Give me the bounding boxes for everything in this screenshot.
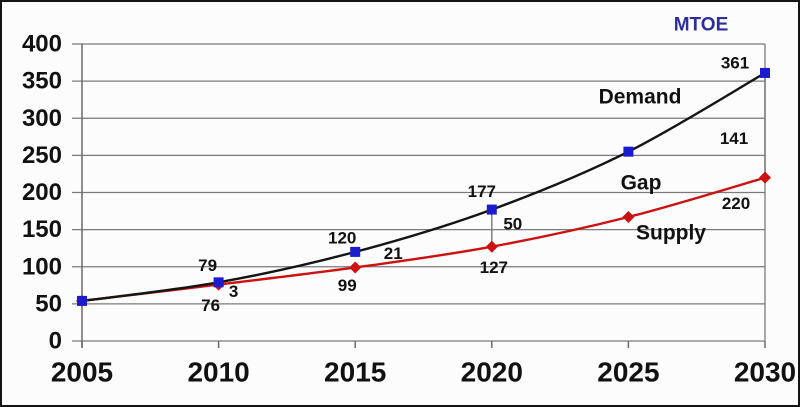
demand-point-label: 177 [468, 182, 496, 201]
demand-point-label: 79 [198, 256, 217, 275]
x-axis-tick-label: 2020 [461, 357, 523, 388]
x-axis-tick-label: 2010 [187, 357, 249, 388]
x-axis-tick-label: 2015 [324, 357, 386, 388]
supply-point-label: 220 [722, 194, 750, 213]
demand-point-label: 361 [721, 53, 749, 72]
y-axis-tick-label: 250 [22, 142, 62, 169]
y-axis-tick-label: 100 [22, 253, 62, 280]
demand-marker [623, 146, 634, 157]
demand-marker [760, 67, 770, 78]
y-axis-tick-label: 400 [22, 31, 62, 58]
y-axis-tick-label: 350 [22, 68, 62, 95]
gap-value-label: 141 [720, 129, 748, 148]
x-axis-tick-label: 2025 [597, 357, 659, 388]
y-axis-tick-label: 150 [22, 216, 62, 243]
gap-value-label: 21 [384, 244, 403, 263]
supply-marker [485, 240, 498, 253]
gap-value-label: 3 [229, 282, 238, 301]
demand-marker [213, 277, 224, 288]
gap-series-label: Gap [621, 172, 662, 195]
demand-marker [486, 204, 497, 215]
supply-series-label: Supply [636, 222, 706, 245]
y-axis-tick-label: 200 [22, 179, 62, 206]
supply-marker [759, 171, 771, 184]
supply-point-label: 99 [338, 276, 357, 295]
x-axis-tick-label: 2005 [51, 357, 113, 388]
demand-point-label: 120 [328, 228, 356, 247]
demand-series-label: Demand [599, 86, 682, 109]
x-axis-tick-label: 2030 [734, 357, 796, 388]
supply-line [81, 176, 766, 303]
y-axis-tick-label: 50 [35, 290, 62, 317]
gap-value-label: 50 [503, 215, 522, 234]
y-axis-tick-label: 300 [22, 105, 62, 132]
supply-point-label: 76 [201, 296, 220, 315]
y-axis-tick-label: 0 [49, 328, 62, 355]
supply-point-label: 127 [480, 258, 508, 277]
supply-marker [349, 261, 362, 274]
demand-marker [350, 246, 361, 257]
demand-line [81, 71, 766, 303]
demand-marker [77, 295, 87, 306]
unit-label: MTOE [674, 15, 729, 36]
supply-marker [622, 211, 635, 224]
